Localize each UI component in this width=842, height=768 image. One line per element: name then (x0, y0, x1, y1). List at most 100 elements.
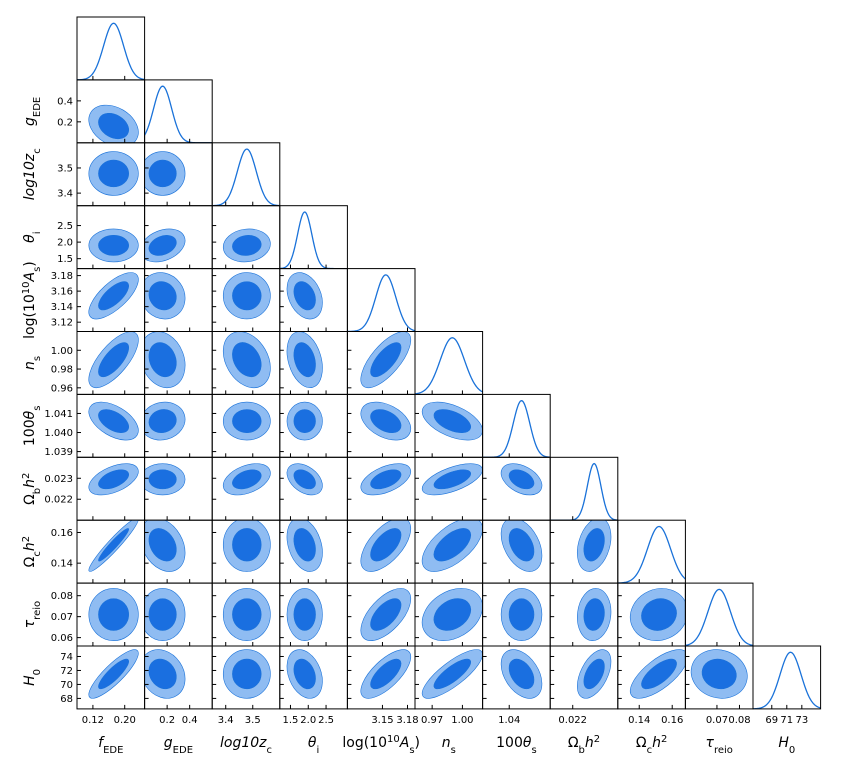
panel-content (685, 588, 754, 646)
panel: 0.07 0.08 (684, 645, 754, 726)
label-part: EDE (103, 744, 123, 755)
panel (144, 205, 213, 270)
axis-label: ns (22, 356, 43, 370)
marginal-curve (753, 651, 821, 709)
label-part: 2 (21, 473, 32, 479)
panel-content (415, 337, 483, 395)
x-tick-label: 0.022 (558, 715, 587, 726)
y-tick-label: 3.4 (57, 189, 73, 200)
label-part: n (22, 361, 38, 370)
y-tick-label: 3.12 (51, 318, 73, 329)
contour (293, 469, 316, 490)
panel-content (360, 401, 412, 441)
contour (98, 469, 129, 490)
y-tick-label: 1.041 (44, 409, 73, 420)
x-tick-label: 71 (780, 715, 793, 726)
label-part: c (32, 148, 43, 154)
label-part: s (32, 406, 43, 411)
x-tick-label: 3.5 (245, 715, 261, 726)
label-part: s (451, 744, 456, 755)
panel-content (88, 228, 139, 263)
panel: 69 71 73 (752, 645, 822, 726)
y-tick-label: 0.2 (57, 117, 73, 128)
panel-content (88, 588, 139, 641)
contour (98, 235, 129, 256)
axis-label: θi (22, 231, 43, 242)
label-part: H (22, 675, 38, 686)
label-part: A (22, 272, 38, 283)
panel-content (617, 525, 686, 584)
y-tick-label: 3.16 (51, 287, 73, 298)
label-part: 2 (594, 733, 600, 744)
label-part: c (647, 744, 653, 755)
panel (414, 331, 484, 395)
contour (232, 281, 262, 311)
panel (144, 142, 213, 207)
contour (232, 409, 262, 433)
y-tick-label: 74 (60, 652, 73, 663)
x-tick-label: 0.20 (114, 715, 136, 726)
x-tick-label: 1.04 (498, 715, 520, 726)
axis-label: H0 (22, 669, 43, 686)
y-tick-label: 0.08 (51, 591, 73, 602)
contour (148, 235, 177, 256)
panel: 1.039 1.040 1.041 (44, 393, 146, 458)
x-tick-label: 0.14 (628, 715, 650, 726)
label-part: s (32, 267, 43, 272)
panel-frame (617, 519, 686, 584)
contour (508, 469, 535, 490)
contour (148, 598, 177, 631)
panel-content (222, 331, 271, 389)
contour (148, 658, 177, 690)
axis-label: τreio (22, 601, 43, 628)
marginal-curve (550, 462, 618, 521)
panel-content (286, 401, 323, 441)
label-part: τ (706, 735, 715, 751)
panel: 0.97 1.00 (414, 645, 484, 726)
label-part: h (22, 542, 38, 551)
panel (279, 519, 348, 584)
label-part: i (32, 231, 43, 234)
panel-frame (144, 79, 213, 144)
panel-content (360, 331, 412, 389)
axis-label: 100θs (496, 735, 537, 756)
x-tick-label: 0.12 (82, 715, 104, 726)
panel-content (286, 520, 323, 572)
panel-content (421, 649, 483, 699)
label-part: h (585, 735, 594, 751)
panel-content (286, 272, 323, 320)
contour (370, 598, 402, 631)
panel (144, 393, 213, 458)
contour (148, 159, 177, 188)
y-tick-label: 1.00 (51, 346, 73, 357)
panel-content (500, 649, 543, 699)
panel-content (629, 588, 686, 641)
panel-content (222, 588, 271, 641)
contour (508, 598, 535, 631)
panel-frame (549, 456, 619, 521)
label-part: 10 (387, 733, 400, 744)
y-tick-label: 70 (60, 680, 73, 691)
panel (482, 519, 551, 584)
label-part: s (32, 356, 43, 361)
panel-content (88, 104, 139, 143)
panel: 1.04 (482, 645, 551, 726)
marginal-curve (482, 400, 551, 458)
label-part: EDE (173, 744, 193, 755)
panel-content (88, 331, 139, 389)
y-tick-label: 0.023 (44, 474, 73, 485)
contour (508, 528, 535, 562)
panel-content (222, 520, 271, 572)
panel-content (753, 651, 821, 709)
y-tick-label: 0.06 (51, 633, 73, 644)
panel-content (577, 520, 612, 572)
axis-label: gEDE (164, 735, 193, 756)
panel (482, 393, 551, 458)
panel-content (212, 148, 280, 206)
panel-content (550, 462, 618, 521)
panel-content (144, 228, 186, 263)
axis-label: τreio (706, 735, 733, 756)
contour (701, 658, 737, 690)
